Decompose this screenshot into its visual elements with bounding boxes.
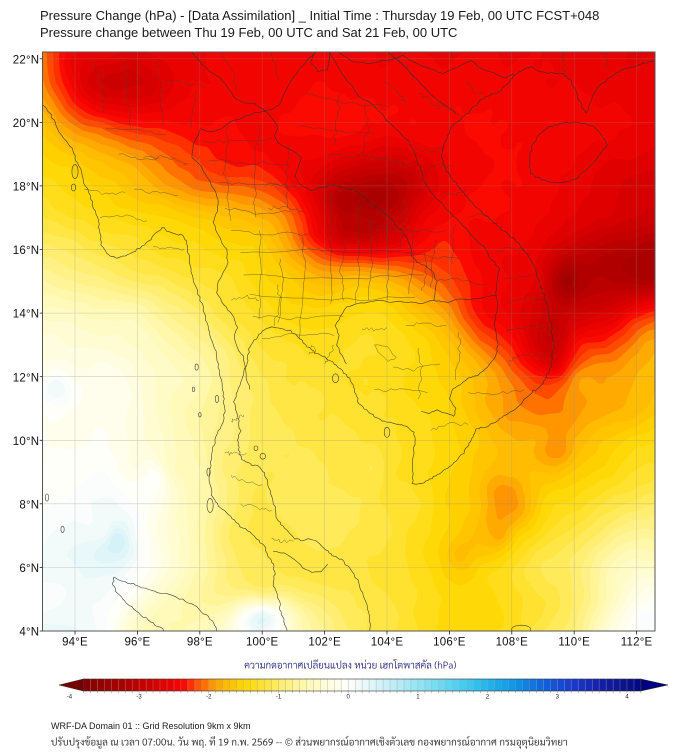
- svg-text:1: 1: [416, 695, 420, 701]
- svg-text:102°E: 102°E: [308, 637, 341, 649]
- svg-text:14°N: 14°N: [13, 309, 40, 321]
- svg-text:12°N: 12°N: [13, 372, 40, 384]
- svg-text:2: 2: [486, 695, 490, 701]
- svg-text:Pressure change between Thu 19: Pressure change between Thu 19 Feb, 00 U…: [40, 25, 457, 40]
- svg-text:18°N: 18°N: [13, 182, 40, 194]
- svg-text:94°E: 94°E: [62, 637, 88, 649]
- svg-text:WRF-DA Domain 01 :: Grid Resol: WRF-DA Domain 01 :: Grid Resolution 9km …: [51, 721, 251, 731]
- svg-text:22°N: 22°N: [13, 54, 40, 66]
- svg-text:16°N: 16°N: [13, 245, 40, 257]
- svg-text:8°N: 8°N: [19, 499, 39, 511]
- svg-text:20°N: 20°N: [13, 118, 40, 130]
- svg-text:4: 4: [625, 695, 629, 701]
- svg-text:112°E: 112°E: [621, 637, 653, 649]
- svg-text:96°E: 96°E: [124, 637, 150, 649]
- svg-text:-3: -3: [136, 695, 142, 701]
- svg-text:-4: -4: [67, 695, 73, 701]
- svg-text:98°E: 98°E: [187, 637, 213, 649]
- svg-text:-1: -1: [276, 695, 282, 701]
- svg-text:4°N: 4°N: [19, 627, 39, 639]
- svg-text:108°E: 108°E: [496, 637, 529, 649]
- svg-text:Pressure Change (hPa) - [Data: Pressure Change (hPa) - [Data Assimilati…: [40, 8, 599, 23]
- svg-text:104°E: 104°E: [371, 637, 404, 649]
- svg-text:100°E: 100°E: [246, 637, 279, 649]
- svg-text:0: 0: [347, 695, 351, 701]
- svg-text:106°E: 106°E: [433, 637, 466, 649]
- svg-text:-2: -2: [206, 695, 212, 701]
- svg-text:110°E: 110°E: [558, 637, 590, 649]
- svg-text:3: 3: [556, 695, 560, 701]
- svg-text:10°N: 10°N: [13, 436, 40, 448]
- svg-text:6°N: 6°N: [19, 563, 39, 575]
